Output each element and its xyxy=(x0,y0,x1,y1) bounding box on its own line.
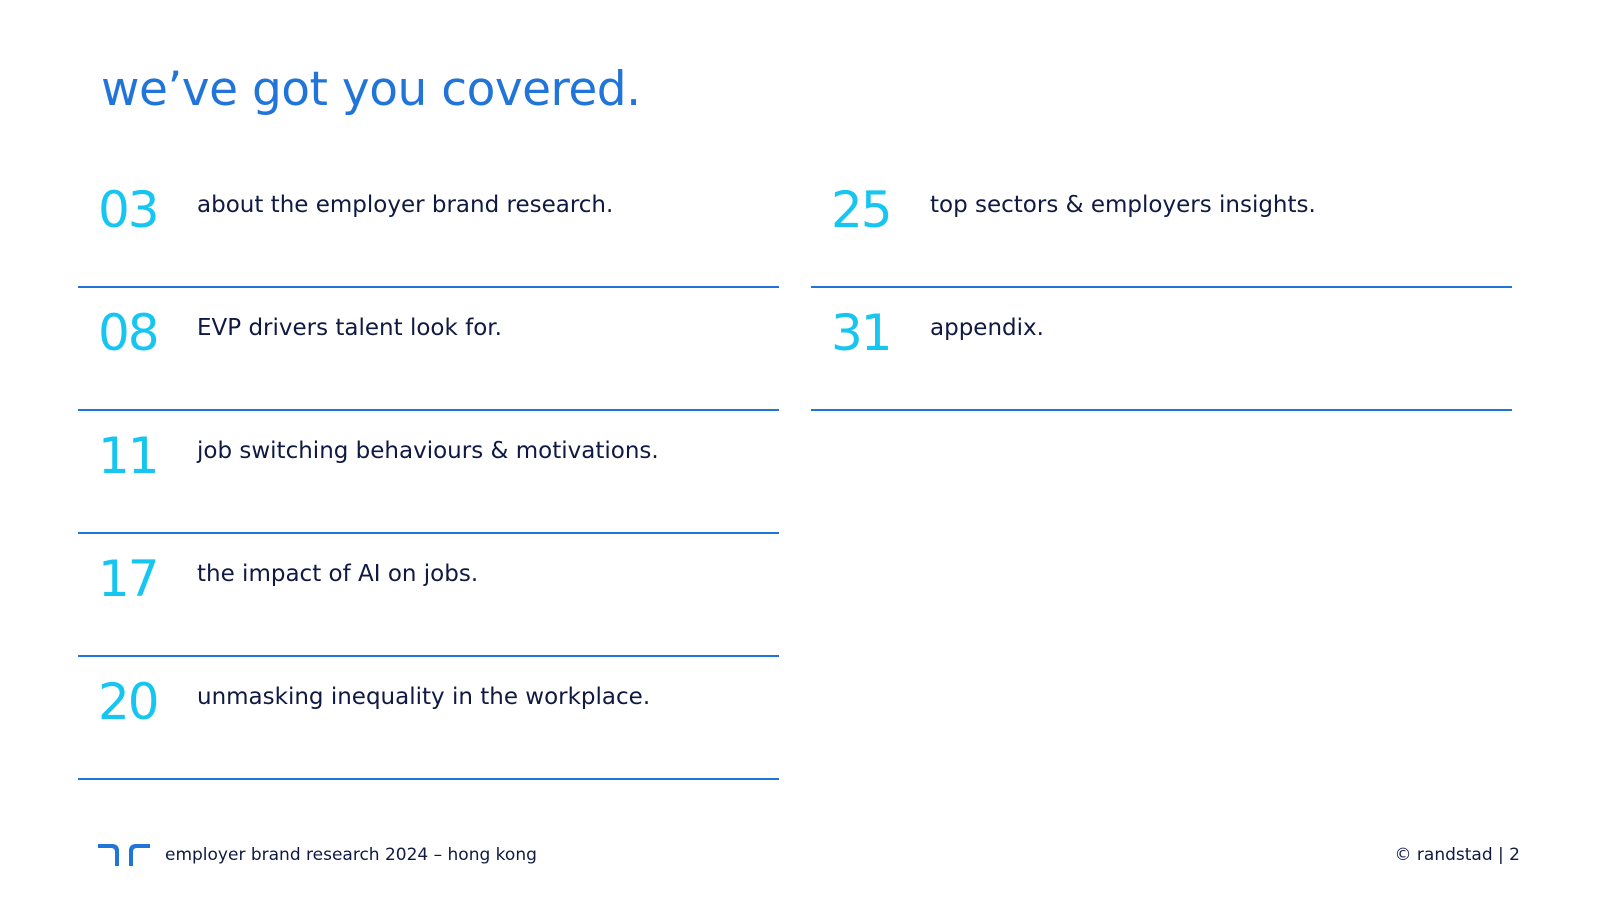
toc-section-label: top sectors & employers insights. xyxy=(930,192,1316,218)
toc-page-number: 31 xyxy=(831,304,893,362)
toc-item[interactable]: 03 about the employer brand research. xyxy=(78,165,779,288)
toc-item[interactable]: 11 job switching behaviours & motivation… xyxy=(78,411,779,534)
toc-page-number: 11 xyxy=(98,427,160,485)
page-title: we’ve got you covered. xyxy=(101,62,641,117)
toc-item[interactable]: 08 EVP drivers talent look for. xyxy=(78,288,779,411)
toc-page-number: 03 xyxy=(98,181,160,239)
toc-page-number: 20 xyxy=(98,673,160,731)
randstad-logo-icon xyxy=(98,844,150,866)
toc-item[interactable]: 20 unmasking inequality in the workplace… xyxy=(78,657,779,780)
toc-section-label: about the employer brand research. xyxy=(197,192,614,218)
footer-copyright: © randstad | 2 xyxy=(1394,845,1520,865)
toc-section-label: unmasking inequality in the workplace. xyxy=(197,684,651,710)
toc-section-label: job switching behaviours & motivations. xyxy=(197,438,659,464)
toc-item[interactable]: 31 appendix. xyxy=(811,288,1512,411)
toc-page-number: 17 xyxy=(98,550,160,608)
toc-page-number: 25 xyxy=(831,181,893,239)
toc-section-label: the impact of AI on jobs. xyxy=(197,561,479,587)
footer-text: employer brand research 2024 – hong kong xyxy=(165,845,537,865)
toc-page-number: 08 xyxy=(98,304,160,362)
toc-section-label: EVP drivers talent look for. xyxy=(197,315,502,341)
toc-section-label: appendix. xyxy=(930,315,1044,341)
toc-item[interactable]: 17 the impact of AI on jobs. xyxy=(78,534,779,657)
toc-item[interactable]: 25 top sectors & employers insights. xyxy=(811,165,1512,288)
